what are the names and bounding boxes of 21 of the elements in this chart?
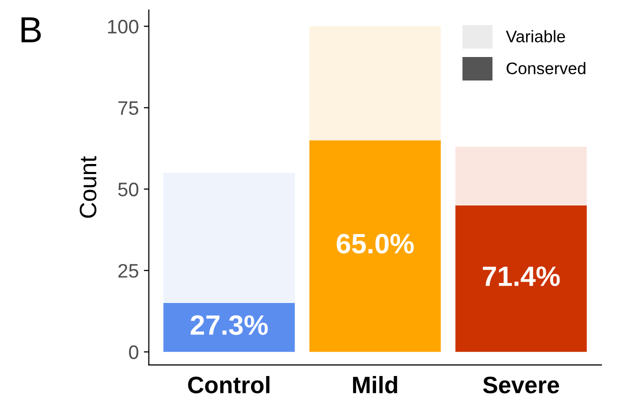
annotation: 71.4% (482, 266, 560, 286)
y-tick-label: 25 (118, 264, 138, 278)
x-tick-label: Control (188, 376, 270, 394)
bar (309, 140, 441, 352)
annotation: 27.3% (190, 315, 268, 335)
x-tick-label: Mild (353, 376, 398, 394)
bar (455, 146, 587, 206)
bar (163, 303, 295, 352)
x-tick-label: Severe (483, 376, 560, 394)
y-tick-label: 75 (118, 101, 138, 115)
annotation: 65.0% (336, 234, 414, 254)
y-tick-label: 100 (108, 20, 138, 34)
y-tick-label: 0 (129, 345, 138, 360)
bar (163, 172, 295, 304)
bar (455, 205, 587, 352)
y-tick-label: 50 (118, 182, 138, 196)
legend-label: Variable (506, 30, 565, 42)
bar (309, 26, 441, 140)
text: Conserved (506, 62, 586, 74)
y-axis-title: Count (80, 156, 96, 218)
text: B (22, 17, 41, 42)
